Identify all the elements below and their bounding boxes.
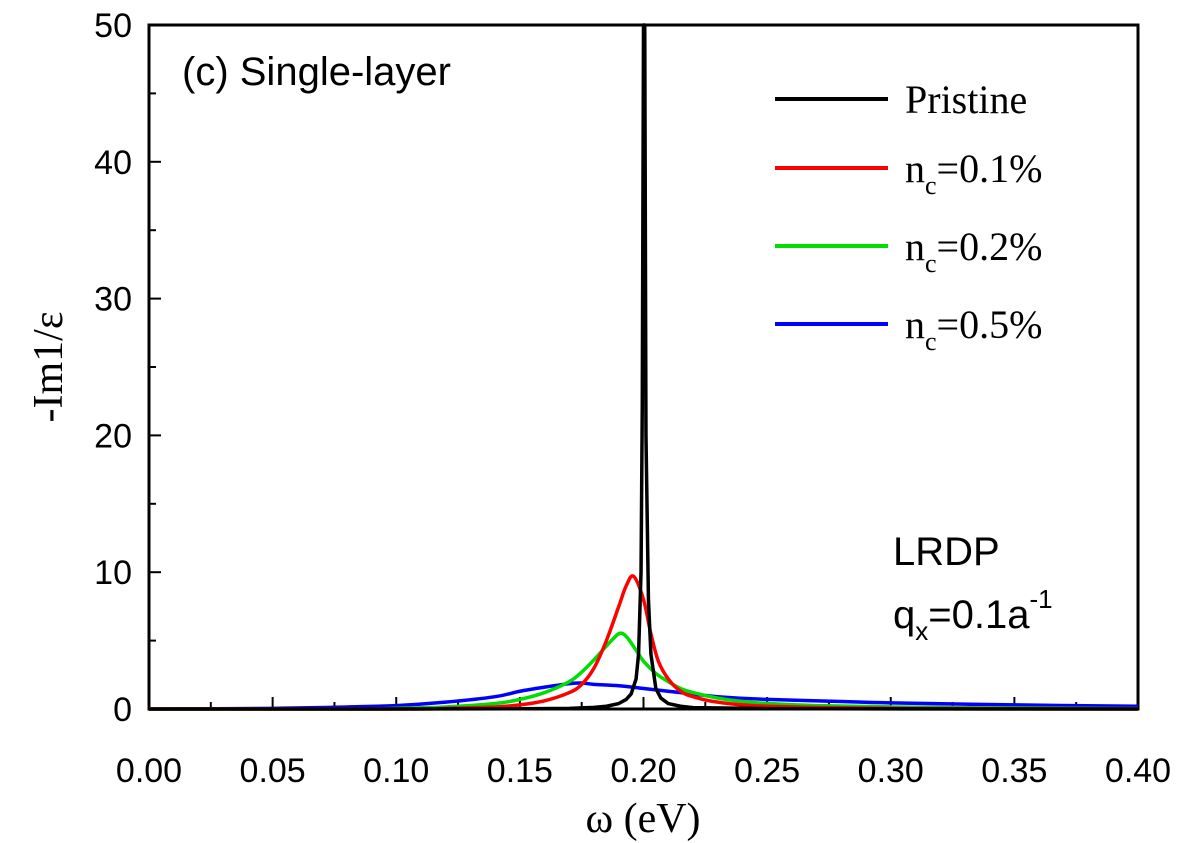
annotation-q: qx=0.1a-1 — [893, 584, 1053, 646]
x-tick-label: 0.25 — [734, 752, 800, 790]
y-tick-label: 0 — [113, 691, 132, 729]
x-axis-title: ω (eV) — [585, 796, 700, 842]
series-line-1 — [148, 574, 1139, 711]
x-tick-label: 0.00 — [116, 752, 182, 790]
annotation: LRDP qx=0.1a-1 — [893, 530, 1053, 646]
x-tick-labels: 0.00 0.05 0.10 0.15 0.20 0.25 0.30 0.35 0.40 — [116, 752, 1171, 790]
x-tick-label: 0.05 — [240, 752, 306, 790]
y-tick-label: 40 — [94, 144, 132, 182]
legend-label: nc=0.1% — [905, 146, 1042, 200]
x-tick-label: 0.15 — [487, 752, 553, 790]
y-tick-label: 10 — [94, 554, 132, 592]
legend-label: nc=0.2% — [905, 224, 1042, 278]
x-tick-label: 0.30 — [858, 752, 924, 790]
y-tick-label: 20 — [94, 417, 132, 455]
x-tick-label: 0.20 — [610, 752, 676, 790]
legend-label: nc=0.5% — [905, 302, 1042, 356]
series-line-0 — [149, 23, 1138, 711]
panel-label: (c) Single-layer — [182, 50, 451, 94]
x-tick-label: 0.35 — [981, 752, 1047, 790]
series-line-3 — [148, 681, 1139, 711]
y-axis-title: -Im1/ε — [26, 312, 72, 423]
annotation-line1: LRDP — [893, 530, 1000, 574]
series-lines — [148, 23, 1139, 711]
x-tick-label: 0.40 — [1105, 752, 1171, 790]
legend-label: Pristine — [905, 77, 1027, 122]
y-tick-label: 50 — [94, 7, 132, 45]
y-tick-labels: 0 10 20 30 40 50 — [94, 7, 132, 729]
series-line-2 — [148, 631, 1139, 711]
legend: Pristine nc=0.1% nc=0.2% nc=0.5% — [775, 77, 1042, 356]
y-tick-label: 30 — [94, 281, 132, 319]
x-tick-label: 0.10 — [363, 752, 429, 790]
